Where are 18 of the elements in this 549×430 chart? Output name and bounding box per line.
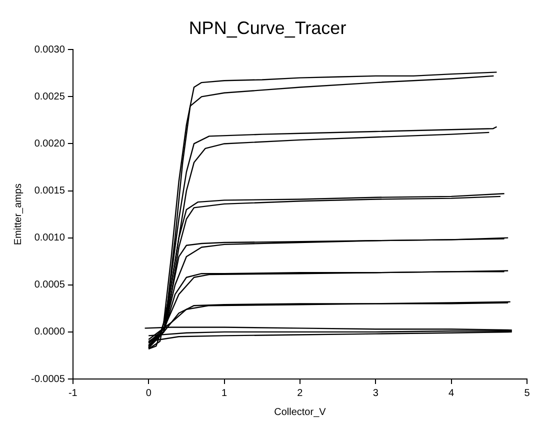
x-tick-label: 0 xyxy=(146,388,152,399)
x-tick-label: 3 xyxy=(372,388,379,399)
y-axis-title: Emitter_amps xyxy=(12,183,24,246)
y-tick-label: 0.0020 xyxy=(34,138,66,150)
x-axis-title: Collector_V xyxy=(274,406,326,418)
y-tick-label: 0.0025 xyxy=(34,91,66,102)
x-tick-label: 4 xyxy=(448,388,455,399)
x-tick-label: 5 xyxy=(524,388,530,399)
y-tick-label: 0.0010 xyxy=(34,232,66,244)
y-tick-label: -0.0005 xyxy=(30,374,66,385)
y-tick-label: 0.0030 xyxy=(34,44,66,56)
y-tick-label: 0.0005 xyxy=(34,280,66,291)
x-tick-label: -1 xyxy=(68,388,78,399)
x-tick-label: 1 xyxy=(221,388,228,399)
y-tick-label: 0.0000 xyxy=(34,326,66,338)
x-tick-label: 2 xyxy=(297,388,304,399)
y-tick-label: 0.0015 xyxy=(34,186,66,197)
chart-title: NPN_Curve_Tracer xyxy=(188,18,346,38)
